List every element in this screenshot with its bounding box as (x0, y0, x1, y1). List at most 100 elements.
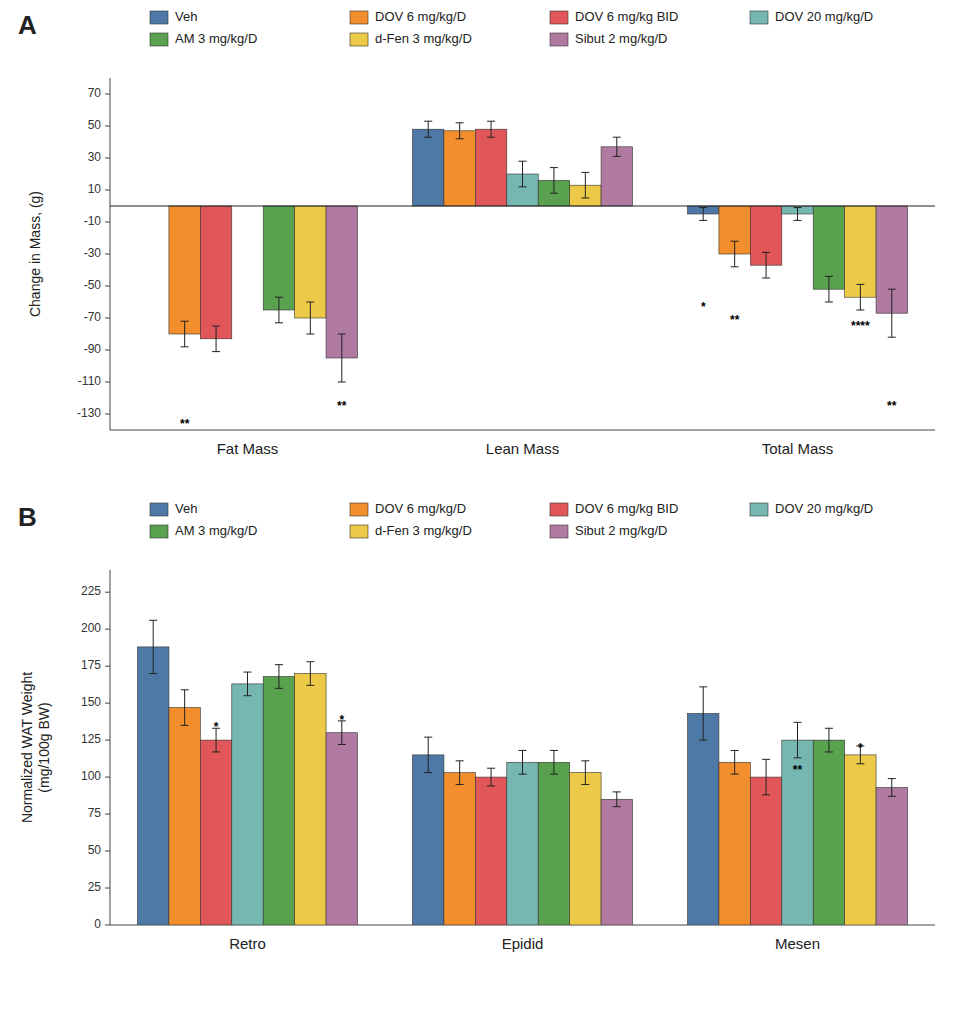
panel-title: A (18, 10, 37, 40)
y-tick-label: -10 (84, 214, 102, 228)
x-tick-label: Mesen (775, 935, 820, 952)
error-bar-stem (247, 672, 248, 696)
x-axis-line (110, 430, 935, 431)
bar (169, 708, 200, 925)
error-bar (456, 123, 464, 139)
y-tick-label: -30 (84, 246, 102, 260)
error-bar-stem (585, 172, 586, 198)
bar (876, 787, 907, 925)
y-tick (105, 414, 110, 415)
y-tick-label: 125 (81, 732, 101, 746)
y-axis: 0255075100125150175200225 (81, 570, 110, 931)
error-bar-cap (244, 672, 252, 673)
series (138, 620, 719, 925)
y-tick (105, 350, 110, 351)
series (169, 123, 750, 347)
y-axis-label-line: Normalized WAT Weight (19, 672, 35, 823)
legend-item: DOV 6 mg/kg BID (550, 9, 678, 24)
error-bar (699, 687, 707, 740)
legend-item: DOV 6 mg/kg BID (550, 501, 678, 516)
error-bar (487, 121, 495, 137)
error-bar-cap (456, 122, 464, 123)
legend-swatch (550, 503, 568, 516)
annotation: * (339, 713, 344, 727)
error-bar-cap (581, 198, 589, 199)
legend-item: AM 3 mg/kg/D (150, 31, 257, 46)
legend-item: AM 3 mg/kg/D (150, 523, 257, 538)
bar (688, 713, 719, 925)
error-bar-cap (181, 689, 189, 690)
error-bar-stem (278, 665, 279, 689)
error-bar-cap (487, 768, 495, 769)
series (295, 662, 876, 925)
error-bar-cap (762, 794, 770, 795)
error-bar-cap (856, 310, 864, 311)
bar (475, 129, 506, 206)
y-tick (105, 286, 110, 287)
error-bar-cap (424, 737, 432, 738)
error-bar-cap (699, 207, 707, 208)
legend-item: Veh (150, 9, 197, 24)
error-bar-cap (338, 334, 346, 335)
legend-label: DOV 20 mg/kg/D (775, 501, 873, 516)
annotation: ** (180, 417, 190, 431)
error-bar-cap (613, 806, 621, 807)
error-bar-cap (338, 382, 346, 383)
error-bar (487, 768, 495, 786)
y-axis-label: Normalized WAT Weight(mg/100g BW) (19, 672, 52, 823)
legend-swatch (550, 11, 568, 24)
legend-label: d-Fen 3 mg/kg/D (375, 31, 472, 46)
x-tick-label: Retro (229, 935, 266, 952)
bar (295, 674, 326, 925)
legend: VehDOV 6 mg/kg/DDOV 6 mg/kg BIDDOV 20 mg… (150, 501, 873, 538)
legend-swatch (550, 33, 568, 46)
error-bar-cap (456, 138, 464, 139)
error-bar (825, 276, 833, 302)
legend-label: DOV 6 mg/kg BID (575, 9, 678, 24)
error-bar (456, 761, 464, 785)
legend-swatch (150, 33, 168, 46)
y-axis-line (110, 570, 111, 925)
error-bar-stem (860, 284, 861, 310)
y-tick (105, 222, 110, 223)
legend-item: d-Fen 3 mg/kg/D (350, 523, 472, 538)
error-bar (181, 321, 189, 347)
legend-swatch (350, 33, 368, 46)
error-bar-cap (306, 302, 314, 303)
error-bar (762, 759, 770, 795)
error-bar-cap (519, 774, 527, 775)
error-bar-cap (550, 750, 558, 751)
error-bar-stem (766, 759, 767, 795)
error-bar-cap (424, 772, 432, 773)
error-bar-stem (703, 687, 704, 740)
y-tick-label: -110 (78, 374, 101, 388)
bar (295, 206, 326, 318)
error-bar (699, 208, 707, 221)
bar (444, 773, 475, 925)
error-bar (613, 792, 621, 807)
error-bar-cap (794, 220, 802, 221)
bar (813, 740, 844, 925)
annotation: * (214, 720, 219, 734)
error-bar (794, 208, 802, 221)
error-bar-cap (613, 137, 621, 138)
bar (507, 762, 538, 925)
panel: B0255075100125150175200225Normalized WAT… (18, 501, 935, 952)
error-bar-cap (731, 774, 739, 775)
error-bar-stem (341, 334, 342, 382)
y-tick (105, 126, 110, 127)
zero-line (110, 206, 935, 207)
legend-item: DOV 20 mg/kg/D (750, 501, 873, 516)
bar (719, 762, 750, 925)
y-tick-label: 50 (88, 843, 102, 857)
error-bar-cap (149, 673, 157, 674)
bar (601, 799, 632, 925)
y-axis-label-line: Change in Mass, (g) (27, 191, 43, 317)
panel-title: B (18, 502, 37, 532)
error-bar-cap (762, 252, 770, 253)
y-tick-label: 175 (81, 658, 101, 672)
series (295, 172, 876, 334)
error-bar-cap (487, 785, 495, 786)
error-bar-cap (888, 778, 896, 779)
error-bar-cap (275, 297, 283, 298)
